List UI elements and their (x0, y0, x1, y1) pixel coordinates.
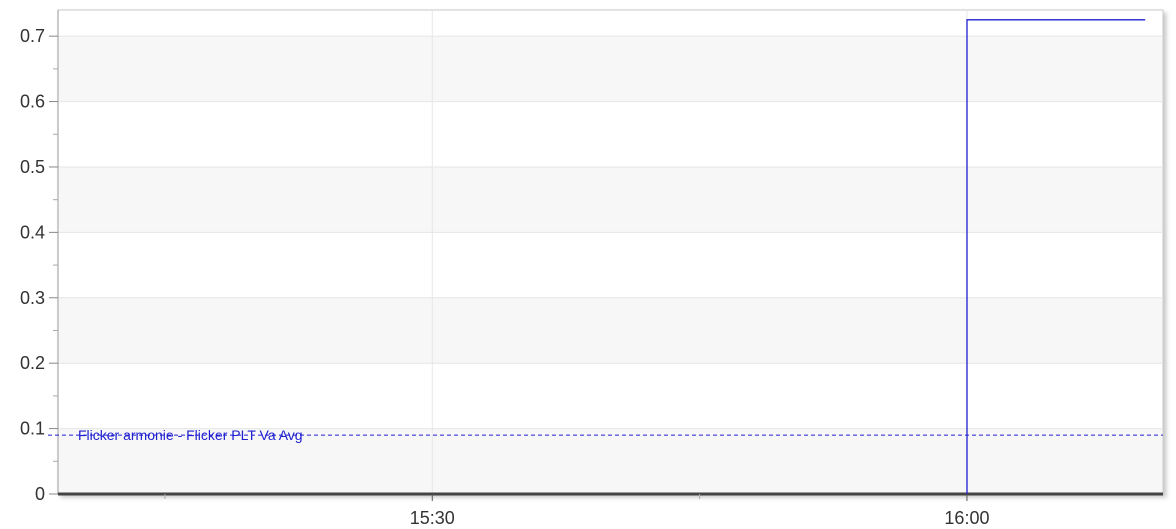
y-axis: 0 0.1 0.2 0.3 0.4 0.5 0.6 0.7 (20, 10, 59, 504)
y-tick-label: 0.7 (20, 26, 45, 46)
y-tick-label: 0.1 (20, 419, 45, 439)
grid-bands (58, 35, 1163, 494)
y-tick-label: 0.4 (20, 222, 45, 242)
series-line (966, 19, 1146, 494)
x-tick-label: 15:30 (410, 508, 455, 528)
y-tick-label: 0.6 (20, 92, 45, 112)
reference-line-label: Flicker armonie - Flicker PLT Va Avg (78, 427, 303, 443)
y-tick-label: 0.3 (20, 288, 45, 308)
reference-line-group: Flicker armonie - Flicker PLT Va Avg (48, 427, 1163, 443)
grid-band (59, 297, 1162, 364)
y-tick-label: 0.2 (20, 353, 45, 373)
grid-band (59, 36, 1162, 102)
grid-band (59, 166, 1162, 233)
grid-band (59, 428, 1162, 494)
x-axis: 15:30 16:00 (58, 492, 1163, 528)
series-group (966, 19, 1146, 495)
y-tick-label: 0 (35, 484, 45, 504)
x-tick-label: 16:00 (944, 508, 989, 528)
y-tick-label: 0.5 (20, 157, 45, 177)
